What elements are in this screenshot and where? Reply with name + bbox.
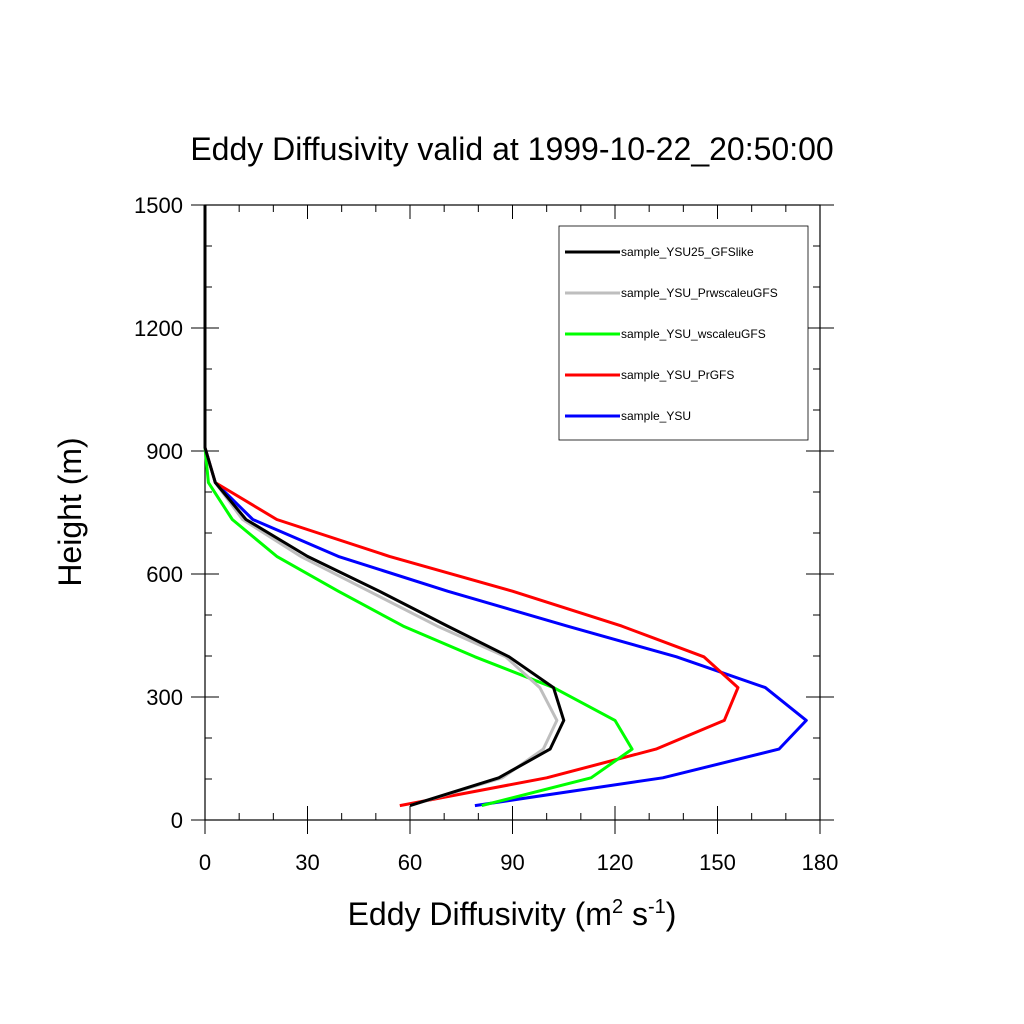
x-tick-label: 30 [295,850,319,875]
chart-title: Eddy Diffusivity valid at 1999-10-22_20:… [190,131,833,167]
y-tick-label: 900 [146,439,183,464]
x-tick-label: 180 [802,850,839,875]
x-axis-label-end: ) [666,896,677,932]
x-axis-label-main: Eddy Diffusivity (m [348,896,612,932]
y-tick-label: 1500 [134,193,183,218]
series-lines [203,205,808,808]
axis-ticks: 0 30 60 90 120 150 180 0 300 600 900 1200 1500 [134,193,838,875]
y-tick-label: 300 [146,685,183,710]
legend-label: sample_YSU_PrGFS [621,368,734,382]
x-tick-label: 120 [597,850,634,875]
x-tick-label: 90 [500,850,524,875]
y-axis-label: Height (m) [52,437,88,586]
legend-label: sample_YSU_PrwscaleuGFS [621,286,778,300]
x-axis-label-sup1: 2 [612,896,623,918]
y-tick-label: 0 [171,808,183,833]
x-axis-label-sup2: -1 [648,896,666,918]
legend: sample_YSU25_GFSlike sample_YSU_Prwscaleu… [558,225,809,441]
y-tick-label: 600 [146,562,183,587]
x-tick-label: 60 [398,850,422,875]
x-tick-label: 150 [699,850,736,875]
x-tick-label: 0 [199,850,211,875]
x-axis-label: Eddy Diffusivity (m2 s-1) [348,896,677,932]
legend-label: sample_YSU [621,409,691,423]
x-axis-label-mid: s [623,896,648,932]
series-line-sample-ysu-prwscaleugfs [203,205,559,808]
legend-label: sample_YSU25_GFSlike [621,245,754,259]
y-tick-label: 1200 [134,316,183,341]
series-line-sample-ysu25-gfslike [203,205,566,808]
legend-label: sample_YSU_wscaleuGFS [621,327,766,341]
